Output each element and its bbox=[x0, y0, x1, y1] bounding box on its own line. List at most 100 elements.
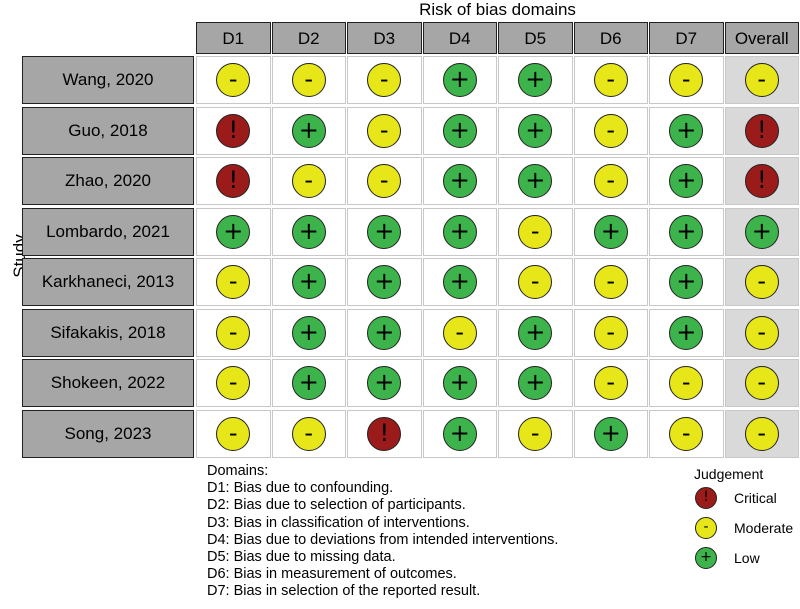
judgement-cell: + bbox=[271, 207, 346, 256]
judgement-cell: - bbox=[573, 56, 648, 104]
column-header-d6: D6 bbox=[573, 22, 648, 54]
low-judgement-icon: + bbox=[744, 214, 779, 249]
moderate-judgement-icon: - bbox=[593, 315, 628, 350]
moderate-judgement-icon: - bbox=[744, 315, 779, 350]
judgement-cell: - bbox=[422, 308, 497, 357]
critical-judgement-icon: ! bbox=[216, 164, 251, 198]
study-label: Lombardo, 2021 bbox=[22, 207, 194, 256]
domain-item-d7: D7: Bias in selection of the reported re… bbox=[207, 583, 481, 600]
judgement-cell: + bbox=[498, 106, 573, 155]
low-icon: + bbox=[695, 547, 717, 569]
domain-item-d3: D3: Bias in classification of interventi… bbox=[207, 514, 470, 531]
judgement-cell: + bbox=[422, 359, 497, 407]
low-judgement-icon: + bbox=[367, 214, 402, 249]
column-header-d5: D5 bbox=[498, 22, 573, 54]
moderate-judgement-icon: - bbox=[216, 63, 251, 97]
chart-title: Risk of bias domains bbox=[419, 0, 576, 19]
critical-judgement-icon: ! bbox=[216, 113, 251, 148]
low-judgement-icon: + bbox=[291, 214, 326, 249]
judgement-cell: + bbox=[422, 207, 497, 256]
judgement-cell: ! bbox=[724, 106, 799, 155]
low-judgement-icon: + bbox=[669, 315, 704, 350]
judgement-cell: + bbox=[271, 359, 346, 407]
judgement-cell: - bbox=[347, 56, 422, 104]
moderate-judgement-icon: - bbox=[216, 366, 251, 400]
judgement-cell: + bbox=[271, 308, 346, 357]
judgement-cell: - bbox=[724, 308, 799, 357]
moderate-judgement-icon: - bbox=[669, 366, 704, 400]
low-judgement-icon: + bbox=[367, 265, 402, 299]
moderate-judgement-icon: - bbox=[744, 366, 779, 400]
low-judgement-icon: + bbox=[367, 315, 402, 350]
critical-judgement-icon: ! bbox=[367, 416, 402, 451]
legend-item-low: + Low bbox=[660, 543, 800, 573]
judgement-cell: - bbox=[649, 409, 724, 458]
low-judgement-icon: + bbox=[442, 63, 477, 97]
column-header-d3: D3 bbox=[347, 22, 422, 54]
low-judgement-icon: + bbox=[291, 366, 326, 400]
judgement-cell: + bbox=[422, 56, 497, 104]
moderate-judgement-icon: - bbox=[216, 315, 251, 350]
judgement-cell: - bbox=[196, 308, 271, 357]
domains-heading: Domains: bbox=[207, 463, 269, 479]
judgement-cell: - bbox=[498, 258, 573, 306]
low-judgement-icon: + bbox=[669, 265, 704, 299]
moderate-judgement-icon: - bbox=[518, 416, 553, 451]
judgement-cell: + bbox=[498, 157, 573, 205]
low-judgement-icon: + bbox=[442, 214, 477, 249]
low-judgement-icon: + bbox=[669, 214, 704, 249]
risk-of-bias-table: D1 D2 D3 D4 D5 D6 D7 Overall Wang, 2020- - - + + - - - G… bbox=[22, 22, 800, 462]
low-judgement-icon: + bbox=[442, 113, 477, 148]
moderate-judgement-icon: - bbox=[669, 63, 704, 97]
judgement-cell: - bbox=[271, 409, 346, 458]
judgement-cell: + bbox=[498, 359, 573, 407]
domain-item-d1: D1: Bias due to confounding. bbox=[207, 480, 394, 497]
low-judgement-icon: + bbox=[216, 214, 251, 249]
legend-item-critical: ! Critical bbox=[660, 483, 800, 513]
column-header-d2: D2 bbox=[271, 22, 346, 54]
judgement-cell: - bbox=[724, 409, 799, 458]
study-label: Zhao, 2020 bbox=[22, 157, 194, 205]
moderate-judgement-icon: - bbox=[593, 366, 628, 400]
moderate-judgement-icon: - bbox=[518, 265, 553, 299]
low-judgement-icon: + bbox=[669, 113, 704, 148]
column-header-overall: Overall bbox=[724, 22, 799, 54]
low-judgement-icon: + bbox=[518, 315, 553, 350]
study-label: Song, 2023 bbox=[22, 409, 194, 458]
column-header-d7: D7 bbox=[649, 22, 724, 54]
critical-icon: ! bbox=[695, 487, 717, 509]
judgement-cell: + bbox=[347, 207, 422, 256]
study-label: Wang, 2020 bbox=[22, 56, 194, 104]
low-judgement-icon: + bbox=[442, 265, 477, 299]
low-judgement-icon: + bbox=[291, 315, 326, 350]
judgement-cell: - bbox=[498, 409, 573, 458]
moderate-judgement-icon: - bbox=[291, 416, 326, 451]
study-label: Sifakakis, 2018 bbox=[22, 308, 194, 357]
judgement-cell: + bbox=[649, 308, 724, 357]
low-judgement-icon: + bbox=[442, 366, 477, 400]
judgement-cell: + bbox=[498, 56, 573, 104]
study-label: Shokeen, 2022 bbox=[22, 359, 194, 407]
judgement-cell: + bbox=[347, 308, 422, 357]
study-label: Guo, 2018 bbox=[22, 106, 194, 155]
low-judgement-icon: + bbox=[593, 214, 628, 249]
judgement-cell: + bbox=[573, 207, 648, 256]
low-judgement-icon: + bbox=[367, 366, 402, 400]
moderate-judgement-icon: - bbox=[216, 416, 251, 451]
low-judgement-icon: + bbox=[518, 63, 553, 97]
judgement-cell: - bbox=[649, 56, 724, 104]
judgement-cell: + bbox=[573, 409, 648, 458]
low-judgement-icon: + bbox=[291, 113, 326, 148]
judgement-cell: + bbox=[196, 207, 271, 256]
judgement-cell: - bbox=[196, 56, 271, 104]
low-judgement-icon: + bbox=[518, 113, 553, 148]
judgement-cell: - bbox=[724, 359, 799, 407]
judgement-cell: + bbox=[347, 258, 422, 306]
judgement-cell: - bbox=[196, 409, 271, 458]
judgement-cell: + bbox=[724, 207, 799, 256]
domain-item-d6: D6: Bias in measurement of outcomes. bbox=[207, 566, 457, 583]
judgement-cell: - bbox=[573, 359, 648, 407]
judgement-cell: + bbox=[649, 207, 724, 256]
judgement-cell: ! bbox=[724, 157, 799, 205]
study-label: Karkhaneci, 2013 bbox=[22, 258, 194, 306]
